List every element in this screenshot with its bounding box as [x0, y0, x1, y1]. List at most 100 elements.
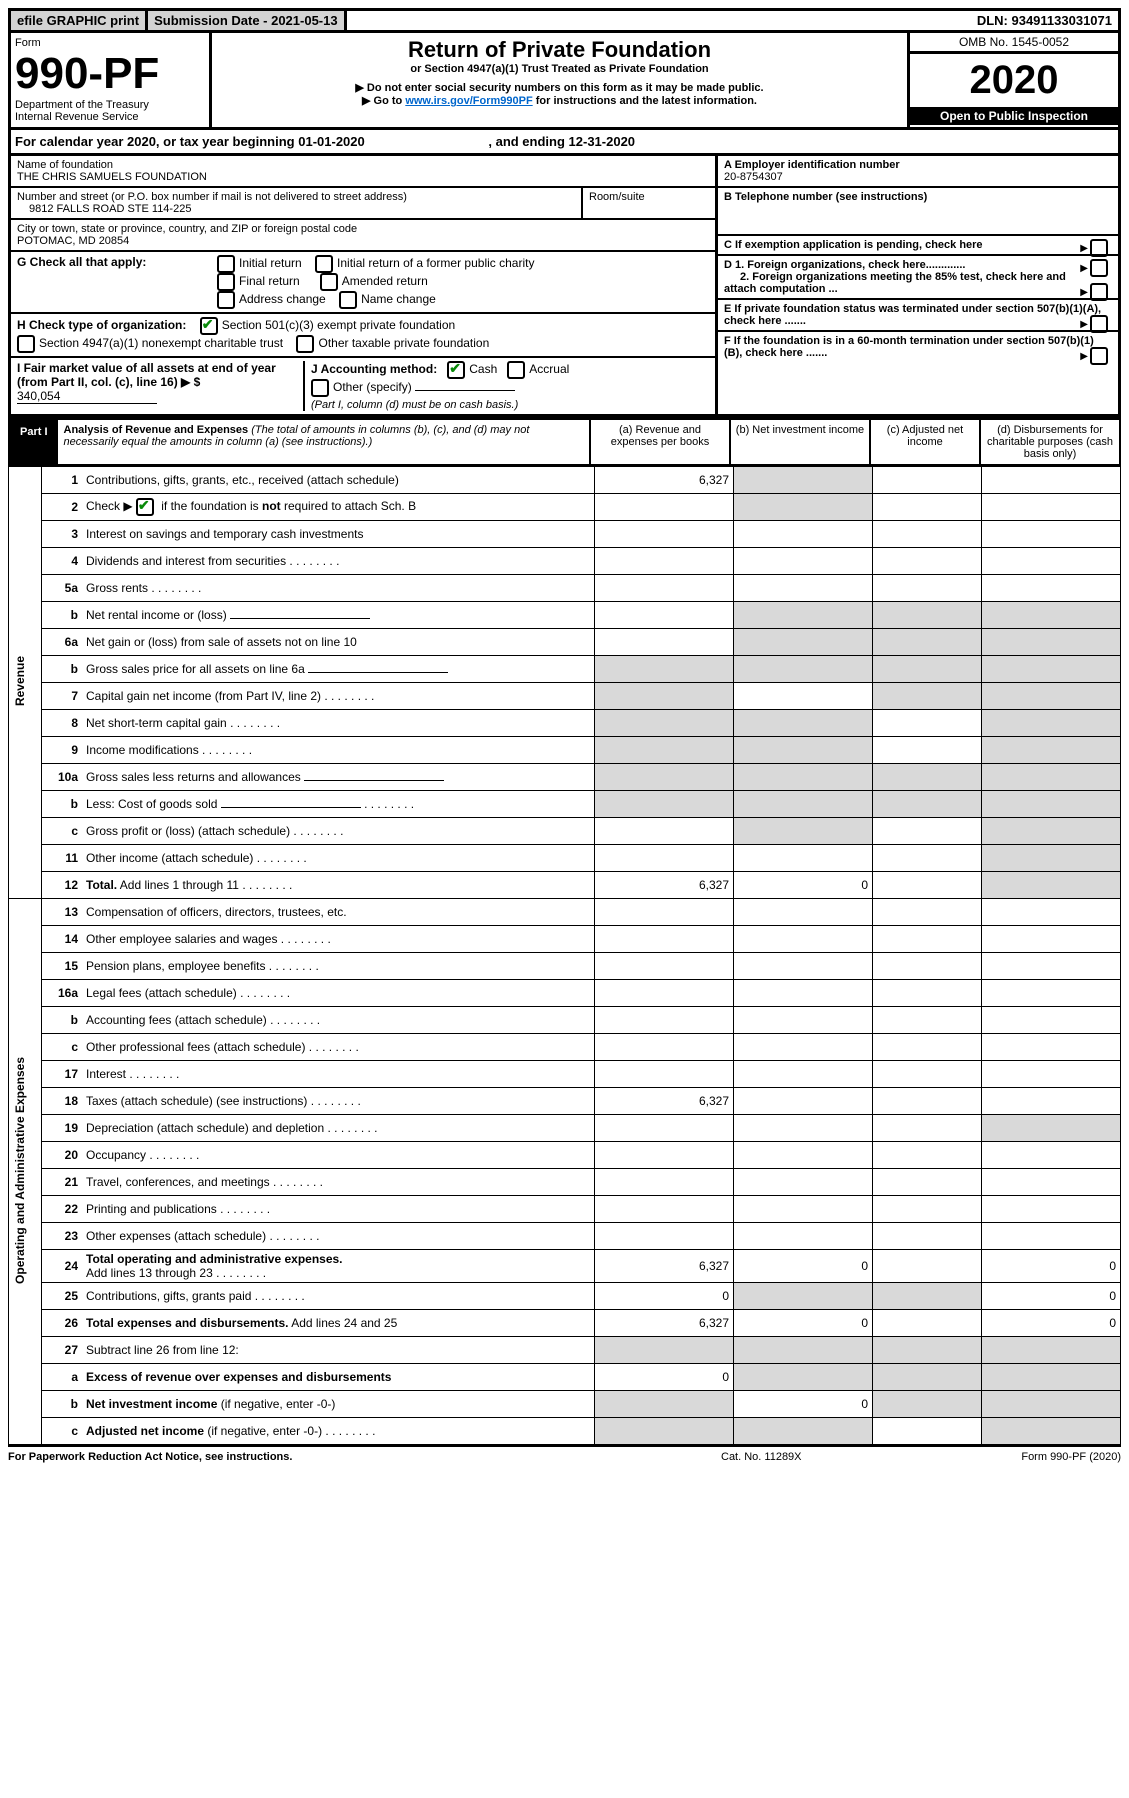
accrual-checkbox[interactable]	[507, 361, 525, 379]
cell-col-b: 0	[734, 1250, 873, 1283]
dln: DLN: 93491133031071	[971, 11, 1118, 30]
row-num: 16a	[42, 980, 83, 1007]
row-num: c	[42, 1418, 83, 1445]
table-row: 7Capital gain net income (from Part IV, …	[9, 683, 1121, 710]
row-group-side: Operating and Administrative Expenses	[9, 899, 42, 1445]
cell-col-d	[982, 980, 1121, 1007]
cell-col-d	[982, 1007, 1121, 1034]
cell-col-d	[982, 764, 1121, 791]
row-label: Capital gain net income (from Part IV, l…	[82, 683, 595, 710]
cell-col-d: 0	[982, 1250, 1121, 1283]
cell-col-c	[873, 1310, 982, 1337]
part1-header: Part I Analysis of Revenue and Expenses …	[8, 417, 1121, 466]
row-num: 25	[42, 1283, 83, 1310]
c-label: C If exemption application is pending, c…	[724, 239, 983, 251]
cell-col-a: 6,327	[595, 1088, 734, 1115]
4947-checkbox[interactable]	[17, 335, 35, 353]
cell-col-b	[734, 467, 873, 494]
row-label: Other employee salaries and wages	[82, 926, 595, 953]
row-num: 20	[42, 1142, 83, 1169]
calendar-year-row: For calendar year 2020, or tax year begi…	[8, 130, 1121, 156]
cell-col-a	[595, 710, 734, 737]
cell-col-c	[873, 1115, 982, 1142]
exemption-pending-checkbox[interactable]	[1090, 239, 1108, 257]
row-num: b	[42, 791, 83, 818]
initial-former-checkbox[interactable]	[315, 255, 333, 273]
cell-col-d	[982, 1391, 1121, 1418]
row-num: 26	[42, 1310, 83, 1337]
cash-checkbox[interactable]	[447, 361, 465, 379]
cell-col-c	[873, 1418, 982, 1445]
cell-col-d: 0	[982, 1310, 1121, 1337]
name-label: Name of foundation	[17, 159, 709, 171]
row-label: Total operating and administrative expen…	[82, 1250, 595, 1283]
row-label: Total. Add lines 1 through 11	[82, 872, 595, 899]
row-label: Pension plans, employee benefits	[82, 953, 595, 980]
cell-col-a	[595, 926, 734, 953]
other-method-checkbox[interactable]	[311, 379, 329, 397]
row-num: 19	[42, 1115, 83, 1142]
cell-col-d	[982, 548, 1121, 575]
501c3-checkbox[interactable]	[200, 317, 218, 335]
other-taxable-checkbox[interactable]	[296, 335, 314, 353]
schb-checkbox[interactable]	[136, 498, 154, 516]
h-label: H Check type of organization:	[17, 318, 186, 332]
tel-label: B Telephone number (see instructions)	[724, 191, 927, 203]
form-tag: Form 990-PF (2020)	[921, 1451, 1121, 1463]
cell-col-d	[982, 656, 1121, 683]
form-label: Form	[15, 37, 205, 49]
cell-col-d	[982, 1337, 1121, 1364]
row-num: 3	[42, 521, 83, 548]
row-num: 23	[42, 1223, 83, 1250]
cell-col-a	[595, 1418, 734, 1445]
row-label: Less: Cost of goods sold	[82, 791, 595, 818]
foreign-org-checkbox[interactable]	[1090, 259, 1108, 277]
cell-col-c	[873, 1088, 982, 1115]
cell-col-b	[734, 764, 873, 791]
table-row: 4Dividends and interest from securities	[9, 548, 1121, 575]
table-row: cOther professional fees (attach schedul…	[9, 1034, 1121, 1061]
row-label: Adjusted net income (if negative, enter …	[82, 1418, 595, 1445]
row-label: Gross sales price for all assets on line…	[82, 656, 595, 683]
cell-col-c	[873, 548, 982, 575]
row-label: Net rental income or (loss)	[82, 602, 595, 629]
table-row: bAccounting fees (attach schedule)	[9, 1007, 1121, 1034]
cell-col-b	[734, 656, 873, 683]
cell-col-d	[982, 1034, 1121, 1061]
cell-col-b	[734, 1034, 873, 1061]
60month-termination-checkbox[interactable]	[1090, 347, 1108, 365]
cell-col-a	[595, 737, 734, 764]
cell-col-b	[734, 791, 873, 818]
cell-col-c	[873, 791, 982, 818]
row-num: c	[42, 818, 83, 845]
amended-return-checkbox[interactable]	[320, 273, 338, 291]
cell-col-b: 0	[734, 1391, 873, 1418]
foundation-name: THE CHRIS SAMUELS FOUNDATION	[17, 171, 709, 183]
initial-return-checkbox[interactable]	[217, 255, 235, 273]
row-label: Other expenses (attach schedule)	[82, 1223, 595, 1250]
table-row: 24Total operating and administrative exp…	[9, 1250, 1121, 1283]
cell-col-d: 0	[982, 1283, 1121, 1310]
name-change-checkbox[interactable]	[339, 291, 357, 309]
cell-col-d	[982, 494, 1121, 521]
cell-col-d	[982, 926, 1121, 953]
cell-col-c	[873, 521, 982, 548]
final-return-checkbox[interactable]	[217, 273, 235, 291]
cell-col-c	[873, 602, 982, 629]
table-row: 21Travel, conferences, and meetings	[9, 1169, 1121, 1196]
efile-label: efile GRAPHIC print	[11, 11, 148, 30]
cell-col-d	[982, 683, 1121, 710]
addr: 9812 FALLS ROAD STE 114-225	[17, 203, 575, 215]
table-row: Operating and Administrative Expenses13C…	[9, 899, 1121, 926]
e-label: E If private foundation status was termi…	[724, 303, 1101, 327]
table-row: 3Interest on savings and temporary cash …	[9, 521, 1121, 548]
foreign-85pct-checkbox[interactable]	[1090, 283, 1108, 301]
row-num: 10a	[42, 764, 83, 791]
cell-col-a	[595, 1391, 734, 1418]
row-label: Net short-term capital gain	[82, 710, 595, 737]
row-num: 24	[42, 1250, 83, 1283]
form990pf-link[interactable]: www.irs.gov/Form990PF	[405, 95, 532, 107]
address-change-checkbox[interactable]	[217, 291, 235, 309]
status-terminated-checkbox[interactable]	[1090, 315, 1108, 333]
table-row: 5aGross rents	[9, 575, 1121, 602]
